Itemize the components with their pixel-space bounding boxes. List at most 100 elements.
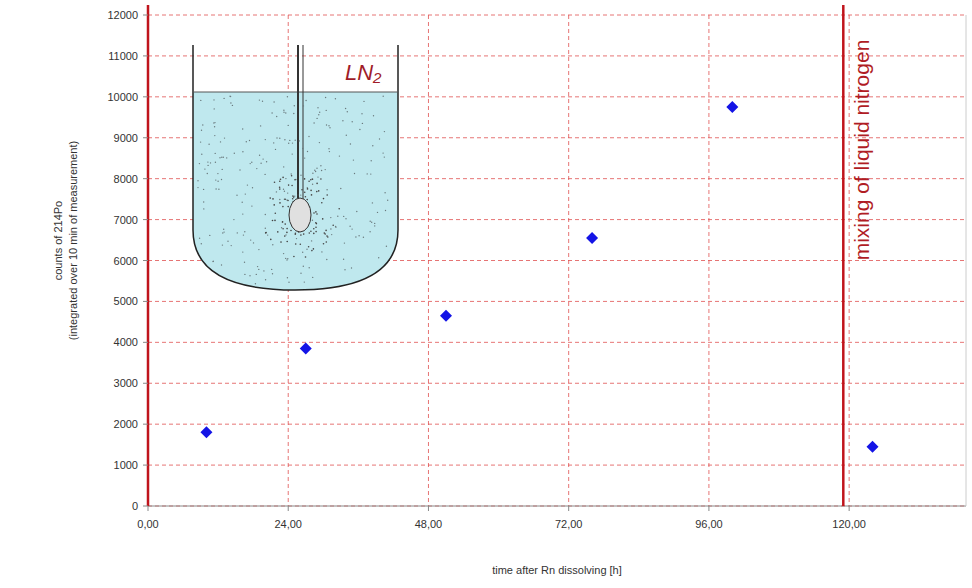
stipple [313,228,315,230]
tick-label: 24,00 [274,518,302,530]
stipple [351,228,352,229]
y-axis-title: counts of 214Po [52,201,64,281]
stipple [295,179,296,180]
stipple [384,156,385,157]
stipple [328,125,329,126]
stipple [272,244,273,245]
stipple [291,173,292,174]
stipple [305,100,306,101]
stipple [284,139,285,140]
stipple [288,184,290,186]
stipple [354,173,355,174]
stipple [227,241,228,242]
tick-mark [143,260,148,261]
stipple [331,234,332,235]
stipple [315,231,317,233]
stipple [371,160,372,161]
stipple [285,234,286,235]
stipple [303,105,304,106]
stipple [294,105,295,106]
stipple [283,253,284,254]
stipple [332,224,334,226]
stipple [262,101,263,102]
stipple [200,100,201,101]
stipple [279,188,281,190]
stipple [279,138,280,139]
stipple [255,283,256,284]
tick-label: 5000 [114,295,138,307]
tick-label: 6000 [114,255,138,267]
stipple [284,223,286,225]
stipple [239,169,240,170]
stipple [310,179,312,181]
stipple [259,155,260,156]
stipple [313,248,315,250]
stipple [302,148,303,149]
stipple [319,112,320,113]
stipple [246,141,247,142]
stipple [221,264,222,265]
stipple [319,142,320,143]
stipple [335,98,336,99]
stipple [231,245,232,246]
stipple [287,200,289,202]
stipple [250,163,251,164]
tick-label: 4000 [114,336,138,348]
stipple [372,145,373,146]
stipple [233,219,234,220]
y-axis [147,5,150,506]
stipple [247,184,248,185]
stipple [276,191,277,192]
stipple [349,226,350,227]
stipple [274,182,276,184]
stipple [263,270,264,271]
tick-mark [143,178,148,179]
rod [297,45,299,200]
stipple [212,261,213,262]
stipple [339,155,340,156]
tick-label: 2000 [114,418,138,430]
stipple [291,185,293,187]
stipple [207,161,208,162]
stipple [374,225,375,226]
stipple [363,101,364,102]
stipple [286,232,288,234]
stipple [209,235,210,236]
tick-mark [143,506,148,507]
stipple [292,153,293,154]
stipple [294,179,296,181]
annotation: mixing of liquid nitrogen [850,40,873,261]
tick-mark [143,55,148,56]
stipple [324,232,326,234]
stipple [293,196,295,198]
stipple [226,157,227,158]
stipple [201,243,202,244]
stipple [229,96,230,97]
tick-mark [143,96,148,97]
stipple [283,189,284,190]
stipple [280,179,282,181]
stipple [345,218,346,219]
stipple [275,213,277,215]
stipple [267,234,268,235]
stipple [279,199,280,200]
stipple [270,239,272,241]
stipple [304,191,306,193]
stipple [310,230,312,232]
stipple [326,194,328,196]
stipple [282,221,284,223]
stipple [287,277,288,278]
stipple [203,201,204,202]
stipple [303,233,305,235]
stipple [313,212,315,214]
stipple [259,99,260,100]
stipple [269,197,271,199]
stipple [272,273,273,274]
stipple [282,206,284,208]
stipple [201,130,202,131]
stipple [290,230,292,232]
stipple [320,178,322,180]
stipple [353,159,354,160]
stipple [355,236,356,237]
tick-label: 8000 [114,173,138,185]
